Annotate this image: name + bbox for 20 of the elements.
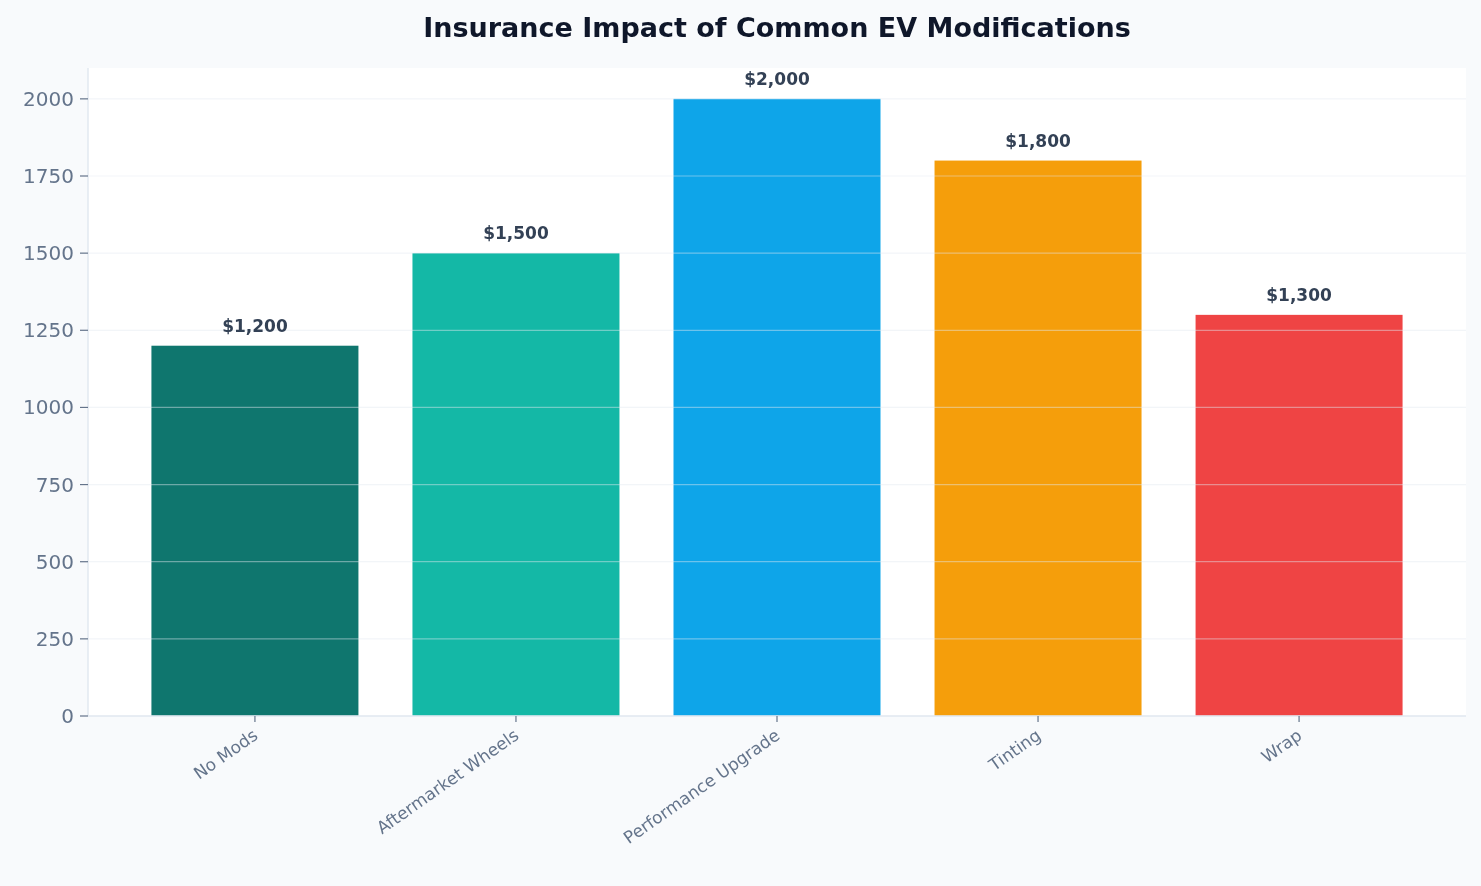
y-tick-label: 500 — [35, 549, 74, 574]
data-label: $2,000 — [744, 68, 810, 89]
bar — [151, 345, 359, 716]
data-label: $1,800 — [1005, 130, 1071, 151]
y-tick-label: 0 — [61, 704, 74, 728]
y-tick-label: 1500 — [23, 241, 74, 266]
bar — [1195, 314, 1403, 716]
data-label: $1,200 — [222, 315, 288, 336]
y-tick-label: 2000 — [23, 86, 74, 111]
data-label: $1,300 — [1266, 284, 1333, 305]
y-tick-label: 1750 — [23, 164, 74, 188]
y-tick-label: 1000 — [23, 395, 74, 420]
bar — [934, 160, 1142, 716]
y-tick-label: 1250 — [23, 318, 74, 343]
y-tick-label: 750 — [35, 472, 74, 497]
data-label: $1,500 — [483, 223, 549, 244]
bar — [673, 98, 881, 716]
y-tick-label: 250 — [35, 626, 74, 651]
chart-title: Insurance Impact of Common EV Modifications — [423, 12, 1131, 43]
bar — [412, 253, 620, 716]
